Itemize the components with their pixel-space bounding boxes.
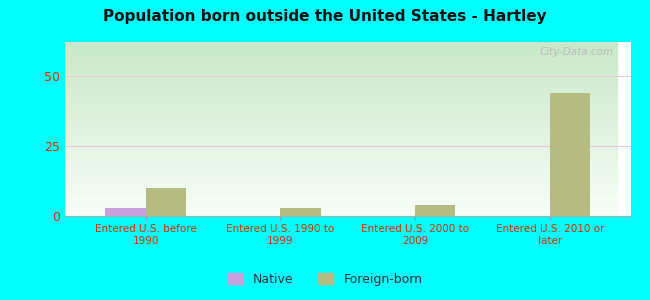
Bar <box>65 170 617 172</box>
Bar <box>65 66 617 68</box>
Bar <box>65 42 617 44</box>
Bar <box>65 53 617 55</box>
Bar <box>65 181 617 183</box>
Bar <box>65 148 617 151</box>
Text: Population born outside the United States - Hartley: Population born outside the United State… <box>103 9 547 24</box>
Bar <box>65 162 617 164</box>
Bar <box>65 146 617 148</box>
Bar <box>65 136 617 138</box>
Bar <box>65 64 617 66</box>
Bar <box>65 51 617 53</box>
Bar <box>65 133 617 136</box>
Bar <box>65 142 617 144</box>
Bar <box>65 85 617 88</box>
Bar <box>280 208 321 216</box>
Bar <box>65 103 617 105</box>
Bar <box>65 118 617 120</box>
Legend: Native, Foreign-born: Native, Foreign-born <box>223 268 427 291</box>
Bar <box>65 168 617 170</box>
Bar <box>65 140 617 142</box>
Bar <box>146 188 186 216</box>
Bar <box>65 209 617 212</box>
Bar <box>65 185 617 188</box>
Bar <box>65 44 617 46</box>
Bar <box>65 131 617 133</box>
Bar <box>65 188 617 190</box>
Bar <box>65 177 617 179</box>
Bar <box>65 127 617 129</box>
Bar <box>65 83 617 85</box>
Bar <box>65 57 617 59</box>
Bar <box>65 92 617 94</box>
Bar <box>65 90 617 92</box>
Bar <box>65 214 617 216</box>
Bar <box>65 55 617 57</box>
Bar <box>65 120 617 122</box>
Bar <box>65 205 617 207</box>
Bar <box>65 105 617 107</box>
Bar <box>65 81 617 83</box>
Bar <box>65 179 617 181</box>
Bar <box>65 199 617 201</box>
Bar <box>65 138 617 140</box>
Bar <box>550 92 590 216</box>
Bar <box>65 196 617 199</box>
Bar <box>65 212 617 214</box>
Bar <box>65 75 617 77</box>
Bar <box>65 88 617 90</box>
Bar <box>65 70 617 72</box>
Bar <box>65 192 617 194</box>
Bar <box>65 122 617 124</box>
Bar <box>65 61 617 64</box>
Bar <box>65 207 617 209</box>
Bar <box>65 68 617 70</box>
Bar <box>65 110 617 112</box>
Bar <box>65 144 617 146</box>
Bar <box>65 164 617 166</box>
Bar <box>65 94 617 96</box>
Bar <box>65 172 617 175</box>
Bar <box>65 166 617 168</box>
Bar <box>65 175 617 177</box>
Bar <box>65 201 617 203</box>
Text: City-Data.com: City-Data.com <box>540 47 614 57</box>
Bar <box>65 77 617 79</box>
Bar <box>65 155 617 157</box>
Bar <box>65 46 617 49</box>
Bar <box>65 194 617 196</box>
Bar <box>65 151 617 153</box>
Bar <box>65 125 617 127</box>
Bar <box>65 107 617 110</box>
Bar <box>415 205 456 216</box>
Bar <box>65 129 617 131</box>
Bar <box>65 79 617 81</box>
Bar <box>65 59 617 62</box>
Bar <box>65 99 617 101</box>
Bar <box>65 159 617 162</box>
Bar <box>65 101 617 103</box>
Bar <box>65 73 617 75</box>
Bar <box>105 208 146 216</box>
Bar <box>65 183 617 185</box>
Bar <box>65 112 617 114</box>
Bar <box>65 157 617 159</box>
Bar <box>65 96 617 98</box>
Bar <box>65 49 617 51</box>
Bar <box>65 114 617 116</box>
Bar <box>65 153 617 155</box>
Bar <box>65 116 617 118</box>
Bar <box>65 203 617 205</box>
Bar <box>65 190 617 192</box>
